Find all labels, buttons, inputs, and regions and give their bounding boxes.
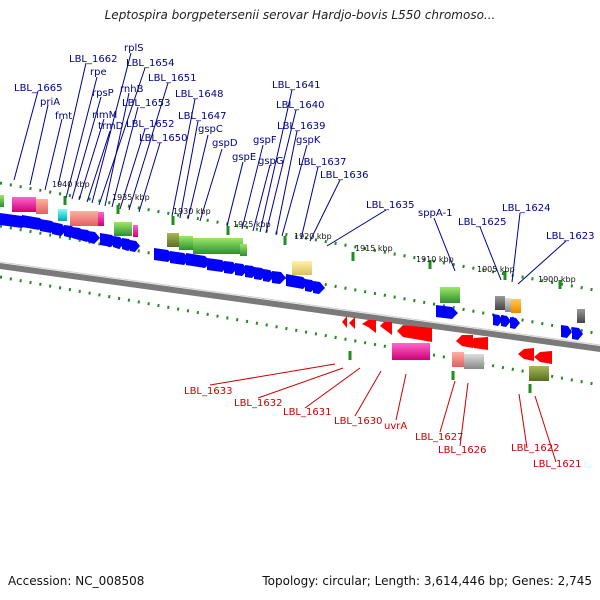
gene-label[interactable]: gspK — [296, 135, 321, 146]
gene-label[interactable]: gspD — [212, 138, 238, 149]
gene-label[interactable]: LBL_1648 — [175, 89, 223, 100]
kbp-label: 1915 kbp — [355, 244, 393, 253]
gene-label[interactable]: LBL_1632 — [234, 398, 282, 409]
gene-label[interactable]: rpe — [90, 67, 107, 78]
forward-leader-lines — [13, 52, 567, 285]
gene-label[interactable]: LBL_1641 — [272, 80, 320, 91]
gene-label[interactable]: fmt — [55, 111, 72, 122]
gene-label[interactable]: LBL_1662 — [69, 54, 117, 65]
gene-label[interactable]: LBL_1626 — [438, 445, 486, 456]
feature-boxes-reverse — [392, 343, 549, 381]
gene-label[interactable]: trmD — [98, 121, 124, 132]
gene-label[interactable]: LBL_1630 — [334, 416, 382, 427]
gene-label[interactable]: LBL_1625 — [458, 217, 506, 228]
genome-summary-text: Topology: circular; Length: 3,614,446 bp… — [262, 574, 592, 588]
gene-label[interactable]: LBL_1653 — [122, 98, 170, 109]
gene-label[interactable]: LBL_1651 — [148, 73, 196, 84]
gene-label[interactable]: uvrA — [384, 421, 407, 432]
gene-label[interactable]: gspF — [253, 135, 277, 146]
gene-label[interactable]: LBL_1640 — [276, 100, 324, 111]
gene-label[interactable]: rpsP — [92, 88, 114, 99]
reverse-leader-lines — [209, 363, 557, 463]
kbp-label: 1940 kbp — [52, 180, 90, 189]
kbp-label: 1935 kbp — [112, 193, 150, 202]
gene-label[interactable]: LBL_1627 — [415, 432, 463, 443]
gene-label[interactable]: sppA-1 — [418, 208, 453, 219]
gene-label[interactable]: gspE — [232, 152, 256, 163]
gene-label[interactable]: LBL_1637 — [298, 157, 346, 168]
gene-label[interactable]: LBL_1623 — [546, 231, 594, 242]
genome-backbone — [0, 263, 600, 352]
kbp-label: 1900 kbp — [538, 275, 576, 284]
gene-label[interactable]: priA — [40, 97, 60, 108]
gene-label[interactable]: LBL_1622 — [511, 443, 559, 454]
gene-label[interactable]: gspC — [198, 124, 223, 135]
kbp-label: 1925 kbp — [233, 220, 271, 229]
gene-label[interactable]: gspG — [258, 156, 284, 167]
gene-label[interactable]: LBL_1624 — [502, 203, 550, 214]
kbp-label: 1930 kbp — [173, 207, 211, 216]
gene-label[interactable]: LBL_1621 — [533, 459, 581, 470]
gene-label[interactable]: LBL_1647 — [178, 111, 226, 122]
forward-gene-arrows — [0, 213, 583, 340]
kbp-label: 1920 kbp — [294, 232, 332, 241]
kbp-label: 1910 kbp — [416, 255, 454, 264]
gene-label[interactable]: rplS — [124, 43, 144, 54]
gene-label[interactable]: LBL_1665 — [14, 83, 62, 94]
gene-label[interactable]: LBL_1631 — [283, 407, 331, 418]
gene-label[interactable]: LBL_1652 — [126, 119, 174, 130]
kbp-label: 1905 kbp — [477, 265, 515, 274]
gene-label[interactable]: LBL_1650 — [139, 133, 187, 144]
reverse-tick-row — [0, 275, 600, 387]
reverse-gene-arrows — [342, 316, 552, 364]
gene-label[interactable]: LBL_1654 — [126, 58, 174, 69]
map-title: Leptospira borgpetersenii serovar Hardjo… — [104, 8, 496, 22]
gene-label[interactable]: LBL_1635 — [366, 200, 414, 211]
gene-label[interactable]: LBL_1636 — [320, 170, 368, 181]
gene-label[interactable]: rnhB — [120, 84, 144, 95]
major-ticks — [63, 196, 562, 393]
gene-label[interactable]: rimM — [92, 110, 117, 121]
feature-boxes-forward — [0, 195, 585, 323]
gene-label[interactable]: LBL_1639 — [277, 121, 325, 132]
gene-label[interactable]: LBL_1633 — [184, 386, 232, 397]
accession-text: Accession: NC_008508 — [8, 574, 145, 588]
